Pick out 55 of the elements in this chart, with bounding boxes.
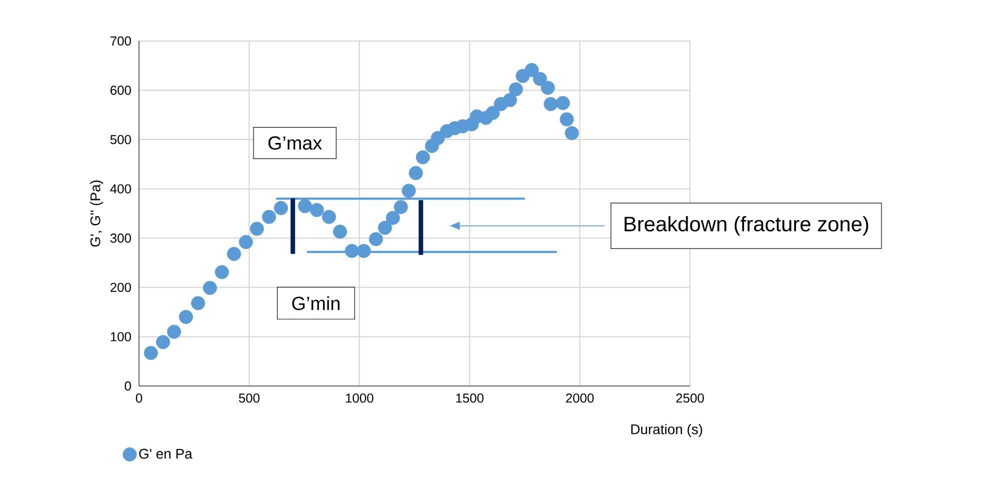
x-tick-label: 1500 [456,394,484,403]
x-tick-label: 500 [238,394,260,403]
point [416,150,430,164]
point [322,210,336,224]
point [156,335,170,350]
y-tick-label: 0 [124,381,131,391]
point [532,72,547,86]
annotation: Breakdown (fracture zone) [624,216,868,236]
y-axis-title: G', G'' (Pa) [90,180,104,247]
point [167,324,182,339]
point [238,235,253,250]
x-axis-title: Duration (s) [631,424,702,438]
annotation: G’min [292,296,340,310]
y-tick-label: 600 [110,86,131,95]
point [560,112,574,126]
point [368,232,383,246]
y-tick-label: 400 [110,184,131,194]
point [144,346,158,360]
point [191,296,206,310]
point [556,96,570,110]
point [178,310,193,324]
annotation: G’max [268,136,322,150]
point [227,246,241,261]
point [486,106,500,120]
point [356,244,371,258]
point [524,63,539,78]
point [508,82,523,96]
point [333,224,348,239]
x-tick-label: 2500 [676,394,704,403]
point [298,199,312,214]
y-tick-label: 200 [110,282,131,292]
point [274,201,288,216]
point [386,210,400,225]
point [544,97,558,112]
x-tick-label: 1000 [346,394,374,403]
point [310,203,324,218]
point [394,200,408,214]
point [502,93,517,108]
point [262,210,276,224]
point [214,265,229,280]
y-tick-label: 300 [110,234,131,243]
legend-label: G' en Pa [139,448,192,459]
x-tick-label: 0 [136,394,142,403]
point [202,280,217,295]
x-tick-label: 2000 [566,394,594,403]
y-tick-label: 500 [110,134,131,144]
point [408,166,423,180]
point [344,244,359,258]
point [378,220,392,235]
point [250,222,264,236]
y-tick-label: 100 [110,332,131,342]
point [564,126,579,140]
point [402,184,416,198]
point [540,80,555,95]
y-tick-label: 700 [110,36,131,46]
